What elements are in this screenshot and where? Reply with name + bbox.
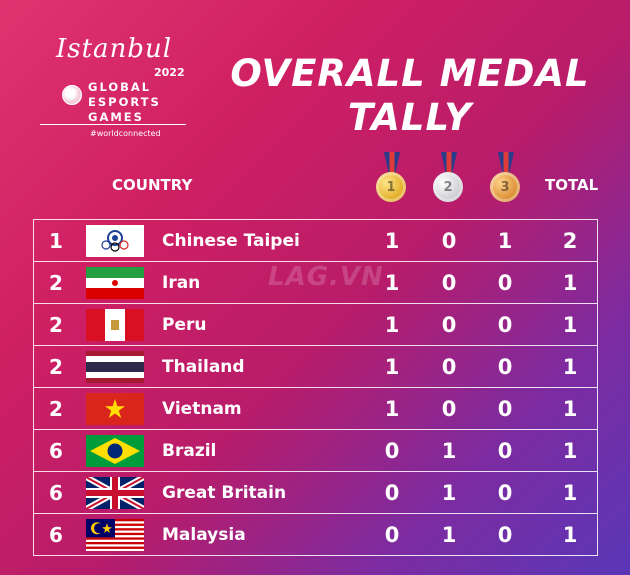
- table-row: 2 Vietnam 1 0 0 1: [33, 387, 598, 429]
- total-count: 1: [562, 480, 578, 505]
- rank-cell: 2: [49, 270, 63, 295]
- gold-count: 0: [384, 438, 400, 463]
- total-count: 2: [562, 228, 578, 253]
- gold-count: 1: [384, 228, 400, 253]
- gold-count: 1: [384, 396, 400, 421]
- logo-year: 2022: [154, 66, 185, 79]
- great-britain-flag: [86, 477, 144, 509]
- silver-count: 1: [441, 438, 457, 463]
- table-row: 6 Brazil 0 1 0 1: [33, 429, 598, 471]
- silver-count: 0: [441, 396, 457, 421]
- bronze-count: 0: [497, 438, 513, 463]
- total-column-header: TOTAL: [545, 176, 599, 194]
- rank-cell: 2: [49, 354, 63, 379]
- silver-count: 0: [441, 354, 457, 379]
- vietnam-flag: [86, 393, 144, 425]
- gold-count: 0: [384, 480, 400, 505]
- country-name: Vietnam: [162, 398, 242, 419]
- gold-count: 0: [384, 522, 400, 547]
- table-row: 6 Malaysia 0 1 0 1: [33, 513, 598, 556]
- table-row: 2 Iran 1 0 0 1: [33, 261, 598, 303]
- total-count: 1: [562, 522, 578, 547]
- country-name: Chinese Taipei: [162, 230, 300, 251]
- brazil-flag: [86, 435, 144, 467]
- total-count: 1: [562, 270, 578, 295]
- istanbul-2022-logo: Istanbul 2022 GLOBAL ESPORTS GAMES #worl…: [36, 30, 196, 140]
- table-row: 2 Thailand 1 0 0 1: [33, 345, 598, 387]
- total-count: 1: [562, 438, 578, 463]
- country-name: Thailand: [162, 356, 245, 377]
- logo-script: Istanbul: [56, 34, 173, 64]
- silver-medal-icon: 2: [432, 152, 466, 210]
- silver-count: 1: [441, 480, 457, 505]
- chinese-taipei-flag: [86, 225, 144, 257]
- silver-count: 0: [441, 228, 457, 253]
- globe-icon: [62, 85, 82, 105]
- country-name: Great Britain: [162, 482, 287, 503]
- page-title: OVERALL MEDAL TALLY: [230, 52, 590, 139]
- silver-count: 0: [441, 312, 457, 337]
- silver-count: 1: [441, 522, 457, 547]
- table-row: 1 Chinese Taipei 1 0 1 2: [33, 219, 598, 261]
- medal-table: 1 Chinese Taipei 1 0 1 2 2 Iran 1 0 0 1 …: [33, 219, 598, 556]
- table-row: 6 Great Britain 0 1 0 1: [33, 471, 598, 513]
- watermark: LAG.VN: [268, 262, 384, 292]
- logo-hashtag: #worldconnected: [90, 129, 161, 138]
- country-name: Peru: [162, 314, 207, 335]
- bronze-count: 0: [497, 480, 513, 505]
- country-name: Brazil: [162, 440, 217, 461]
- bronze-medal-icon: 3: [489, 152, 523, 210]
- silver-count: 0: [441, 270, 457, 295]
- country-column-header: COUNTRY: [112, 176, 193, 194]
- logo-text: GLOBAL ESPORTS GAMES: [88, 80, 161, 124]
- gold-count: 1: [384, 270, 400, 295]
- iran-flag: [86, 267, 144, 299]
- rank-cell: 6: [49, 438, 63, 463]
- bronze-count: 0: [497, 396, 513, 421]
- bronze-count: 0: [497, 270, 513, 295]
- gold-count: 1: [384, 312, 400, 337]
- table-row: 2 Peru 1 0 0 1: [33, 303, 598, 345]
- bronze-count: 0: [497, 522, 513, 547]
- malaysia-flag: [86, 519, 144, 551]
- total-count: 1: [562, 354, 578, 379]
- rank-cell: 2: [49, 312, 63, 337]
- rank-cell: 2: [49, 396, 63, 421]
- bronze-count: 1: [497, 228, 513, 253]
- rank-cell: 6: [49, 522, 63, 547]
- gold-medal-icon: 1: [375, 152, 409, 210]
- logo-divider: [40, 124, 186, 125]
- rank-cell: 6: [49, 480, 63, 505]
- country-name: Iran: [162, 272, 201, 293]
- total-count: 1: [562, 396, 578, 421]
- total-count: 1: [562, 312, 578, 337]
- bronze-count: 0: [497, 312, 513, 337]
- rank-cell: 1: [49, 228, 63, 253]
- gold-count: 1: [384, 354, 400, 379]
- bronze-count: 0: [497, 354, 513, 379]
- peru-flag: [86, 309, 144, 341]
- thailand-flag: [86, 351, 144, 383]
- country-name: Malaysia: [162, 524, 246, 545]
